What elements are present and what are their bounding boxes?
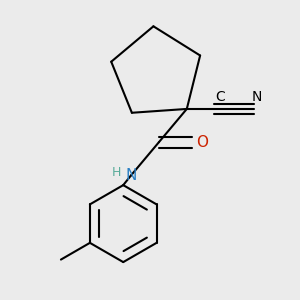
Text: H: H: [112, 166, 121, 179]
Text: C: C: [215, 90, 225, 104]
Text: N: N: [125, 168, 136, 183]
Text: O: O: [196, 135, 208, 150]
Text: N: N: [252, 90, 262, 104]
